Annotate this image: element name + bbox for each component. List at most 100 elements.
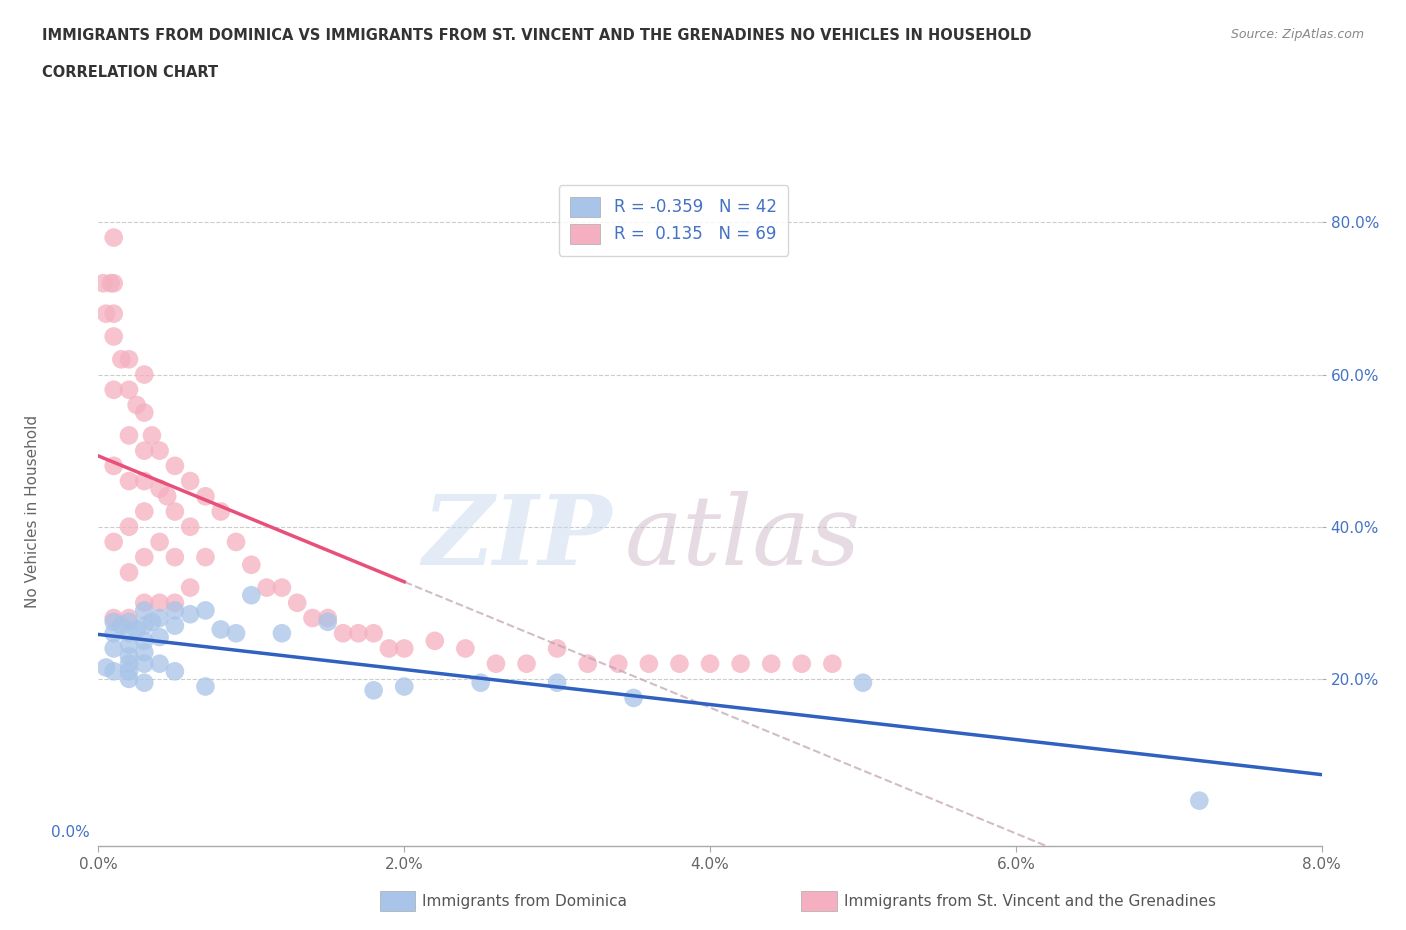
Point bbox=[470, 675, 492, 690]
Point bbox=[100, 276, 122, 291]
Point bbox=[103, 641, 125, 656]
Point bbox=[821, 657, 844, 671]
Point bbox=[118, 671, 141, 686]
Point bbox=[576, 657, 599, 671]
Point bbox=[194, 679, 217, 694]
Point bbox=[759, 657, 782, 671]
Point bbox=[118, 382, 141, 397]
Point bbox=[141, 428, 163, 443]
Point bbox=[546, 641, 568, 656]
Point bbox=[110, 618, 132, 633]
Point bbox=[103, 615, 125, 630]
Text: Immigrants from St. Vincent and the Grenadines: Immigrants from St. Vincent and the Gren… bbox=[844, 894, 1216, 909]
Point bbox=[118, 657, 141, 671]
Point bbox=[332, 626, 354, 641]
Point bbox=[378, 641, 401, 656]
Point bbox=[110, 352, 132, 366]
Point bbox=[270, 626, 294, 641]
Point bbox=[103, 276, 125, 291]
Point bbox=[134, 595, 156, 610]
Point bbox=[316, 611, 339, 626]
Point bbox=[125, 397, 148, 412]
Point bbox=[103, 329, 125, 344]
Point bbox=[118, 611, 141, 626]
Point bbox=[301, 611, 323, 626]
Text: Immigrants from Dominica: Immigrants from Dominica bbox=[422, 894, 627, 909]
Point bbox=[163, 595, 186, 610]
Text: CORRELATION CHART: CORRELATION CHART bbox=[42, 65, 218, 80]
Point bbox=[516, 657, 538, 671]
Point bbox=[103, 611, 125, 626]
Text: atlas: atlas bbox=[624, 491, 860, 585]
Point bbox=[668, 657, 690, 671]
Point bbox=[134, 405, 156, 420]
Point bbox=[730, 657, 752, 671]
Point bbox=[103, 458, 125, 473]
Point bbox=[149, 611, 172, 626]
Point bbox=[163, 603, 186, 618]
Point bbox=[163, 618, 186, 633]
Point bbox=[392, 641, 416, 656]
Point bbox=[134, 633, 156, 648]
Point bbox=[423, 633, 446, 648]
Point bbox=[163, 550, 186, 565]
Point bbox=[149, 630, 172, 644]
Point bbox=[141, 615, 163, 630]
Point bbox=[103, 626, 125, 641]
Point bbox=[256, 580, 278, 595]
Point bbox=[392, 679, 416, 694]
Point bbox=[316, 615, 339, 630]
Point bbox=[179, 473, 201, 488]
Point bbox=[790, 657, 813, 671]
Point bbox=[852, 675, 875, 690]
Point bbox=[118, 565, 141, 579]
Point bbox=[225, 535, 247, 550]
Point bbox=[118, 626, 141, 641]
Point bbox=[94, 306, 117, 321]
Point bbox=[607, 657, 630, 671]
Point bbox=[1188, 793, 1211, 808]
Point bbox=[103, 535, 125, 550]
Text: ZIP: ZIP bbox=[423, 491, 612, 585]
Point bbox=[163, 504, 186, 519]
Point bbox=[179, 580, 201, 595]
Point bbox=[699, 657, 721, 671]
Point bbox=[134, 618, 156, 633]
Point bbox=[149, 657, 172, 671]
Point bbox=[134, 504, 156, 519]
Point bbox=[194, 550, 217, 565]
Point bbox=[454, 641, 477, 656]
Point bbox=[163, 664, 186, 679]
Point bbox=[134, 644, 156, 659]
Point bbox=[125, 622, 148, 637]
Point bbox=[163, 458, 186, 473]
Point bbox=[209, 622, 232, 637]
Point bbox=[179, 519, 201, 534]
Point bbox=[118, 615, 141, 630]
Point bbox=[194, 603, 217, 618]
Point bbox=[103, 664, 125, 679]
Point bbox=[149, 481, 172, 496]
Text: Source: ZipAtlas.com: Source: ZipAtlas.com bbox=[1230, 28, 1364, 41]
Point bbox=[103, 382, 125, 397]
Point bbox=[623, 690, 645, 705]
Point bbox=[179, 606, 201, 621]
Legend: R = -0.359   N = 42, R =  0.135   N = 69: R = -0.359 N = 42, R = 0.135 N = 69 bbox=[558, 185, 789, 256]
Point bbox=[285, 595, 308, 610]
Point bbox=[209, 504, 232, 519]
Point bbox=[149, 444, 172, 458]
Point bbox=[156, 489, 179, 504]
Point bbox=[149, 595, 172, 610]
Point bbox=[118, 428, 141, 443]
Point bbox=[118, 519, 141, 534]
Point bbox=[134, 367, 156, 382]
Point bbox=[134, 444, 156, 458]
Point bbox=[240, 588, 263, 603]
Point bbox=[225, 626, 247, 641]
Point bbox=[347, 626, 370, 641]
Point bbox=[149, 535, 172, 550]
Point bbox=[118, 664, 141, 679]
Point bbox=[134, 473, 156, 488]
Point bbox=[134, 675, 156, 690]
Point bbox=[194, 489, 217, 504]
